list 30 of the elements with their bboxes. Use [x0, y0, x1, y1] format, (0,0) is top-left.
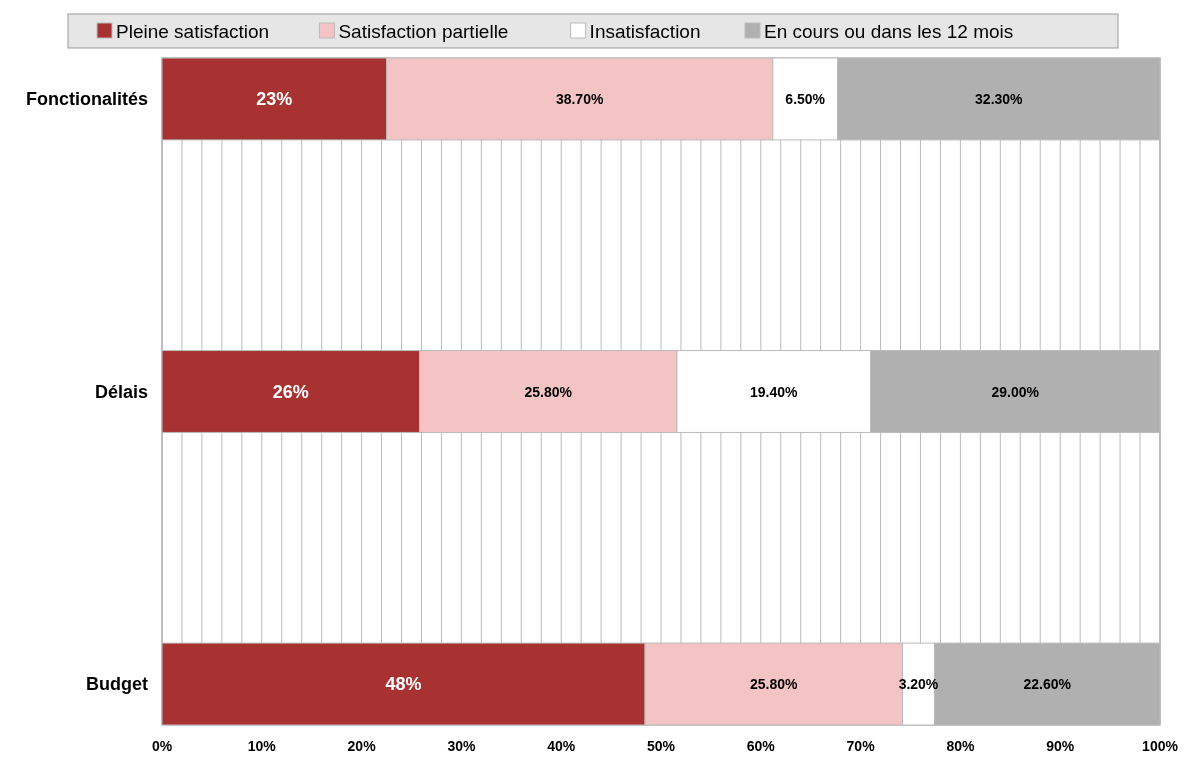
legend-label: Pleine satisfaction: [116, 20, 270, 42]
data-label: 23%: [256, 88, 293, 109]
data-label: 25.80%: [524, 383, 573, 400]
y-tick-label: Fonctionalités: [25, 88, 148, 109]
legend-label: Insatisfaction: [589, 20, 701, 42]
legend-label: En cours ou dans les 12 mois: [764, 20, 1014, 42]
x-tick-label: 90%: [1046, 738, 1075, 754]
x-tick-label: 50%: [646, 738, 676, 754]
x-tick-label: 100%: [1142, 738, 1179, 754]
data-label: 6.50%: [785, 90, 826, 107]
data-label: 48%: [385, 674, 422, 695]
data-label: 3.20%: [898, 676, 939, 693]
x-tick-label: 80%: [946, 738, 975, 754]
y-tick-label: Budget: [86, 674, 148, 695]
data-label: 38.70%: [555, 90, 604, 107]
data-label: 22.60%: [1023, 676, 1072, 693]
x-tick-label: 10%: [247, 738, 277, 754]
data-label: 29.00%: [991, 383, 1040, 400]
x-tick-label: 60%: [746, 738, 776, 754]
x-tick-label: 40%: [547, 738, 576, 754]
x-tick-label: 70%: [846, 738, 876, 754]
legend-label: Satisfaction partielle: [338, 20, 509, 42]
x-tick-label: 20%: [347, 738, 377, 754]
x-tick-label: 0%: [151, 738, 173, 754]
y-tick-label: Délais: [94, 381, 148, 402]
data-label: 26%: [272, 381, 309, 402]
x-tick-label: 30%: [447, 738, 476, 754]
data-label: 25.80%: [750, 676, 799, 693]
data-label: 32.30%: [975, 90, 1024, 107]
data-label: 19.40%: [750, 383, 799, 400]
